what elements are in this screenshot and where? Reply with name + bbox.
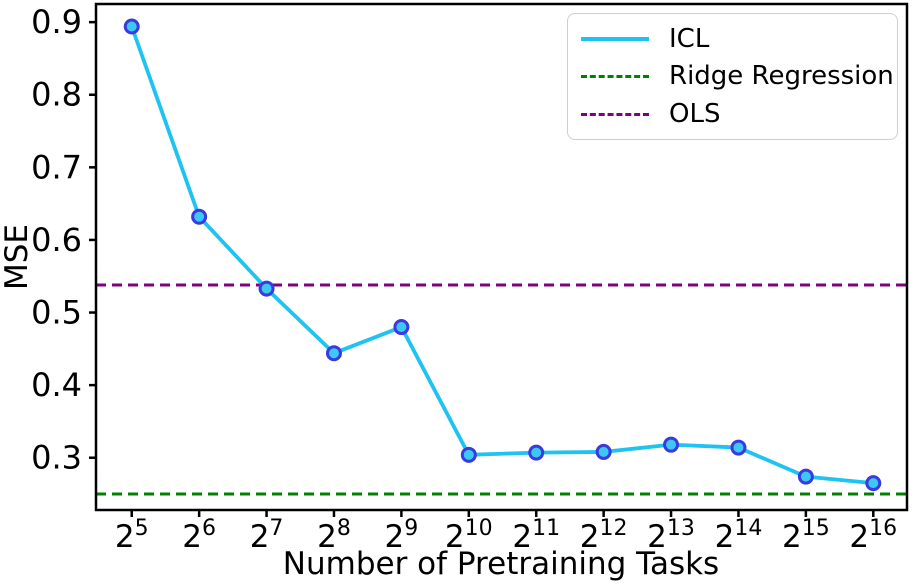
legend-sample-ridge-line <box>581 74 649 78</box>
x-tick-label: 215 <box>782 516 830 555</box>
legend-row-ols: OLS <box>581 101 897 127</box>
y-tick-label: 0.3 <box>31 439 82 477</box>
icl-marker <box>325 345 342 362</box>
x-tick-label: 212 <box>580 516 628 555</box>
x-tick-label: 216 <box>849 516 897 555</box>
icl-marker <box>258 280 275 297</box>
y-tick-label: 0.8 <box>31 76 82 114</box>
x-tick-label: 25 <box>115 516 149 555</box>
icl-marker <box>663 436 680 453</box>
x-tick-label: 26 <box>182 516 216 555</box>
icl-marker <box>393 319 410 336</box>
legend-sample-icl-line <box>581 36 649 41</box>
icl-marker <box>528 444 545 461</box>
x-tick-label: 214 <box>715 516 763 555</box>
x-tick-label: 213 <box>647 516 695 555</box>
icl-line <box>129 24 876 486</box>
y-tick-label: 0.9 <box>31 3 82 41</box>
x-tick-label: 29 <box>385 516 419 555</box>
legend-label-icl: ICL <box>669 23 710 54</box>
x-tick-label: 210 <box>445 516 493 555</box>
plot-border <box>94 2 909 512</box>
legend-label-ridge-regression: Ridge Regression <box>669 61 894 92</box>
x-tick-label: 28 <box>317 516 351 555</box>
y-tick-label: 0.7 <box>31 148 82 186</box>
y-axis-label: MSE <box>0 223 35 291</box>
icl-marker <box>797 468 814 485</box>
y-tick-label: 0.4 <box>31 366 82 404</box>
icl-marker <box>595 443 612 460</box>
legend: ICL Ridge Regression OLS <box>567 13 898 140</box>
icl-marker <box>460 446 477 463</box>
icl-marker <box>123 18 140 35</box>
y-tick-label: 0.5 <box>31 294 82 332</box>
y-tick-label: 0.6 <box>31 221 82 259</box>
legend-row-icl: ICL <box>581 26 897 52</box>
legend-sample-ols-line <box>581 112 649 116</box>
icl-marker <box>865 475 882 492</box>
icl-marker <box>730 439 747 456</box>
x-tick-label: 27 <box>250 516 284 555</box>
legend-row-ridge-regression: Ridge Regression <box>581 63 897 89</box>
icl-marker <box>191 208 208 225</box>
x-tick-label: 211 <box>512 516 560 555</box>
x-axis-label: Number of Pretraining Tasks <box>282 546 720 582</box>
legend-label-ols: OLS <box>669 99 721 130</box>
